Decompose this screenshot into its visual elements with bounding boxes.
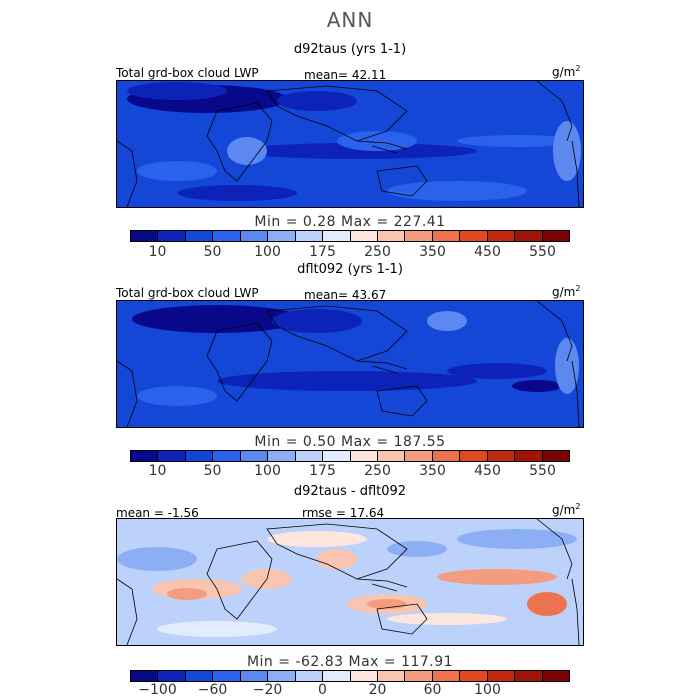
colorbar-swatch	[377, 451, 406, 461]
colorbar-tick-label: 20	[368, 682, 387, 698]
colorbar-swatch	[405, 451, 433, 461]
colorbar-swatch	[295, 671, 324, 681]
colorbar-tick-label: 450	[474, 244, 501, 260]
panel-2-minmax: Min = 0.50 Max = 187.55	[254, 434, 446, 450]
colorbar-swatch	[185, 671, 214, 681]
colorbar-swatch	[377, 231, 406, 241]
panel-2-title: dflt092 (yrs 1-1)	[297, 262, 403, 277]
colorbar-swatch	[158, 231, 186, 241]
colorbar-swatch	[515, 451, 543, 461]
colorbar-tick-label: 60	[423, 682, 442, 698]
colorbar-tick-label: 450	[474, 463, 501, 479]
colorbar-tick-label: 250	[364, 463, 391, 479]
colorbar-swatch	[185, 231, 214, 241]
colorbar-swatch	[268, 451, 296, 461]
colorbar-tick-label: −20	[252, 682, 283, 698]
panel-3-colorbar	[130, 670, 570, 682]
colorbar-swatch	[213, 451, 241, 461]
colorbar-swatch	[213, 231, 241, 241]
colorbar-swatch	[350, 451, 378, 461]
colorbar-swatch	[131, 231, 159, 241]
colorbar-swatch	[158, 451, 186, 461]
colorbar-swatch	[515, 671, 543, 681]
panel-1-colorbar	[130, 230, 570, 242]
colorbar-swatch	[268, 231, 296, 241]
colorbar-tick-label: 350	[419, 463, 446, 479]
colorbar-swatch	[460, 231, 488, 241]
panel-1-map	[116, 80, 584, 208]
colorbar-swatch	[323, 231, 351, 241]
colorbar-swatch	[185, 451, 214, 461]
colorbar-swatch	[350, 231, 378, 241]
colorbar-tick-label: 175	[309, 244, 336, 260]
panel-1-map-field	[117, 81, 583, 207]
colorbar-swatch	[240, 451, 269, 461]
panel-2-map-field	[117, 301, 583, 427]
colorbar-swatch	[377, 671, 406, 681]
colorbar-swatch	[460, 451, 488, 461]
colorbar-tick-label: 550	[529, 244, 556, 260]
panel-2-colorbar	[130, 450, 570, 462]
colorbar-swatch	[487, 451, 516, 461]
panel-1-variable-label: Total grd-box cloud LWP	[116, 66, 259, 80]
colorbar-swatch	[542, 451, 569, 461]
colorbar-tick-label: −100	[138, 682, 177, 698]
colorbar-tick-label: 100	[254, 463, 281, 479]
colorbar-swatch	[323, 451, 351, 461]
panel-3-map	[116, 518, 584, 646]
colorbar-tick-label: −60	[197, 682, 228, 698]
colorbar-tick-label: 0	[318, 682, 327, 698]
panel-1-mean-label: mean= 42.11	[304, 68, 387, 82]
colorbar-tick-label: 250	[364, 244, 391, 260]
colorbar-swatch	[487, 671, 516, 681]
colorbar-swatch	[487, 231, 516, 241]
colorbar-swatch	[405, 671, 433, 681]
panel-1-units: g/m2	[552, 64, 581, 79]
panel-2-mean-label: mean= 43.67	[304, 288, 387, 302]
colorbar-tick-label: 350	[419, 244, 446, 260]
colorbar-swatch	[131, 451, 159, 461]
panel-1-minmax: Min = 0.28 Max = 227.41	[254, 214, 446, 230]
colorbar-tick-label: 50	[203, 463, 222, 479]
panel-2-map	[116, 300, 584, 428]
colorbar-swatch	[542, 671, 569, 681]
panel-3-title: d92taus - dflt092	[293, 484, 407, 499]
colorbar-swatch	[542, 231, 569, 241]
colorbar-swatch	[432, 451, 461, 461]
colorbar-swatch	[268, 671, 296, 681]
panel-2-variable-label: Total grd-box cloud LWP	[116, 286, 259, 300]
colorbar-swatch	[213, 671, 241, 681]
colorbar-swatch	[131, 671, 159, 681]
colorbar-swatch	[515, 231, 543, 241]
colorbar-swatch	[432, 231, 461, 241]
panel-3-units: g/m2	[552, 502, 581, 517]
colorbar-swatch	[240, 671, 269, 681]
colorbar-swatch	[323, 671, 351, 681]
panel-1-title: d92taus (yrs 1-1)	[293, 42, 407, 57]
panel-2-units: g/m2	[552, 284, 581, 299]
panel-3-minmax: Min = -62.83 Max = 117.91	[246, 654, 454, 670]
colorbar-tick-label: 10	[148, 244, 167, 260]
colorbar-swatch	[295, 231, 324, 241]
colorbar-swatch	[240, 231, 269, 241]
colorbar-swatch	[432, 671, 461, 681]
colorbar-swatch	[158, 671, 186, 681]
colorbar-tick-label: 175	[309, 463, 336, 479]
panel-3-mean-label: mean = -1.56	[116, 506, 199, 520]
colorbar-tick-label: 100	[254, 244, 281, 260]
colorbar-swatch	[295, 451, 324, 461]
panel-3-rmse-label: rmse = 17.64	[302, 506, 385, 520]
colorbar-swatch	[460, 671, 488, 681]
colorbar-swatch	[350, 671, 378, 681]
colorbar-tick-label: 50	[203, 244, 222, 260]
colorbar-tick-label: 550	[529, 463, 556, 479]
colorbar-tick-label: 100	[474, 682, 501, 698]
colorbar-swatch	[405, 231, 433, 241]
panel-3-map-field	[117, 519, 583, 645]
colorbar-tick-label: 10	[148, 463, 167, 479]
figure-title: ANN	[326, 8, 374, 32]
